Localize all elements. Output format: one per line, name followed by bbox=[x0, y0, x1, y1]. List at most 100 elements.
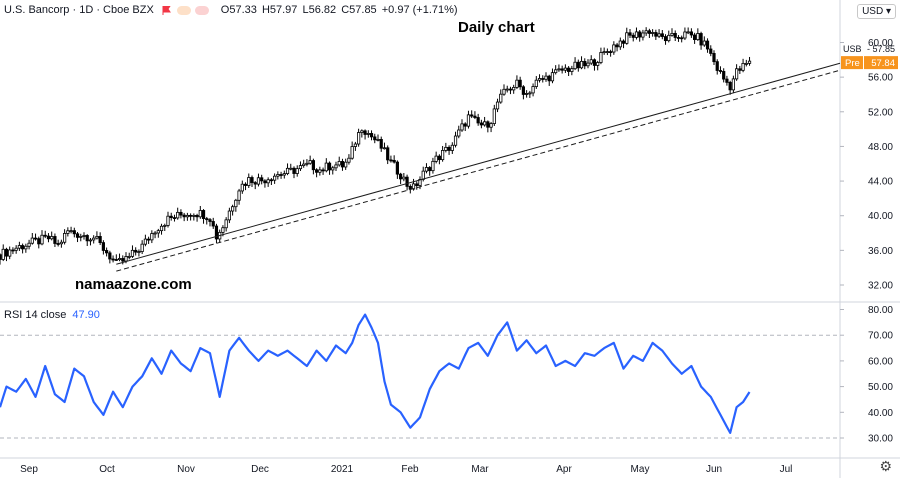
candle-body bbox=[114, 259, 118, 261]
time-tick-label: May bbox=[631, 464, 650, 475]
candle-body bbox=[647, 30, 651, 34]
candle-body bbox=[285, 167, 290, 174]
candle-body bbox=[557, 68, 561, 71]
candle-body bbox=[731, 78, 735, 91]
candle-body bbox=[531, 86, 535, 94]
candle-body bbox=[108, 252, 112, 260]
candle-body bbox=[172, 217, 177, 219]
candle-body bbox=[79, 235, 83, 238]
candle-body bbox=[140, 243, 144, 252]
symbol-name[interactable]: U.S. Bancorp · 1D · Cboe BZX bbox=[4, 4, 154, 16]
rsi-tick-label: 40.00 bbox=[868, 408, 893, 419]
candle-body bbox=[686, 31, 690, 34]
candle-body bbox=[466, 114, 471, 127]
candle-body bbox=[331, 167, 335, 171]
time-tick-label: Nov bbox=[177, 464, 195, 475]
flag-icon[interactable] bbox=[162, 5, 171, 15]
candle-body bbox=[4, 248, 9, 257]
candle-body bbox=[201, 210, 206, 219]
rsi-label: RSI 14 close bbox=[4, 309, 67, 321]
candle-body bbox=[450, 144, 454, 151]
time-tick-label: Dec bbox=[251, 464, 269, 475]
candle-body bbox=[353, 143, 357, 147]
candle-body bbox=[735, 68, 739, 80]
candle-body bbox=[702, 40, 706, 46]
candle-body bbox=[470, 114, 474, 117]
candle-body bbox=[573, 61, 577, 70]
candle-body bbox=[728, 81, 732, 91]
candle-body bbox=[315, 169, 319, 173]
candle-body bbox=[59, 241, 63, 245]
candle-body bbox=[208, 219, 212, 222]
candle-body bbox=[434, 155, 438, 162]
market-status-icon[interactable] bbox=[176, 5, 191, 15]
candle-body bbox=[334, 164, 338, 169]
candle-body bbox=[457, 129, 461, 137]
candle-body bbox=[641, 32, 645, 38]
candle-body bbox=[499, 93, 503, 103]
candle-body bbox=[709, 48, 713, 54]
solid-trendline bbox=[116, 62, 841, 265]
rsi-line bbox=[0, 313, 751, 434]
candle-body bbox=[379, 139, 383, 149]
candle-body bbox=[40, 234, 44, 245]
candle-body bbox=[602, 51, 606, 54]
candle-body bbox=[570, 68, 574, 72]
candle-body bbox=[715, 61, 719, 71]
candle-body bbox=[105, 250, 109, 254]
candle-body bbox=[521, 86, 525, 95]
candle-body bbox=[508, 88, 513, 91]
candle-body bbox=[195, 214, 199, 218]
candle-body bbox=[405, 176, 409, 187]
rsi-legend[interactable]: RSI 14 close 47.90 bbox=[4, 309, 100, 321]
pre-label: Pre bbox=[845, 58, 860, 69]
rsi-value: 47.90 bbox=[72, 309, 100, 321]
pre-label-bg bbox=[841, 56, 863, 70]
price-tick-label: 60.00 bbox=[868, 38, 893, 49]
candle-body bbox=[518, 79, 522, 88]
time-tick-label: Apr bbox=[556, 464, 572, 475]
gear-icon[interactable]: ⚙ bbox=[879, 458, 892, 474]
candle-body bbox=[576, 61, 580, 69]
candle-body bbox=[609, 51, 613, 53]
candle-body bbox=[69, 230, 73, 233]
price-tick-label: 32.00 bbox=[868, 281, 893, 292]
candle-body bbox=[505, 88, 509, 91]
candle-body bbox=[567, 67, 571, 72]
time-tick-label: Jun bbox=[706, 464, 722, 475]
candle-body bbox=[221, 227, 225, 233]
ohlc-values: O57.33 H57.97 L56.82 C57.85 +0.97 (+1.71… bbox=[221, 4, 460, 16]
candle-body bbox=[253, 182, 257, 185]
high-value: H57.97 bbox=[261, 4, 298, 16]
candle-body bbox=[98, 236, 102, 243]
currency-button[interactable]: USD ▾ bbox=[857, 4, 896, 19]
candle-body bbox=[583, 60, 587, 67]
candle-body bbox=[673, 32, 677, 38]
rsi-tick-label: 80.00 bbox=[868, 305, 893, 316]
candle-body bbox=[163, 225, 167, 227]
candle-body bbox=[166, 215, 170, 226]
candle-body bbox=[550, 72, 555, 82]
candle-body bbox=[621, 40, 626, 44]
candle-body bbox=[495, 101, 500, 110]
candle-body bbox=[298, 165, 303, 170]
candle-body bbox=[605, 51, 609, 53]
candle-body bbox=[46, 235, 51, 240]
candle-body bbox=[231, 206, 235, 212]
candle-body bbox=[415, 183, 419, 186]
candle-body bbox=[224, 219, 228, 229]
candle-body bbox=[234, 199, 238, 208]
candle-body bbox=[295, 168, 299, 174]
pre-value-bg bbox=[864, 56, 898, 70]
open-value: O57.33 bbox=[220, 4, 257, 16]
alert-status-icon[interactable] bbox=[194, 5, 209, 15]
candle-body bbox=[357, 132, 361, 145]
candle-body bbox=[176, 211, 180, 219]
candle-body bbox=[308, 160, 312, 164]
candle-body bbox=[437, 155, 441, 161]
candle-body bbox=[376, 139, 380, 141]
candle-body bbox=[1, 248, 5, 260]
candle-body bbox=[121, 258, 125, 262]
candle-body bbox=[725, 78, 729, 83]
